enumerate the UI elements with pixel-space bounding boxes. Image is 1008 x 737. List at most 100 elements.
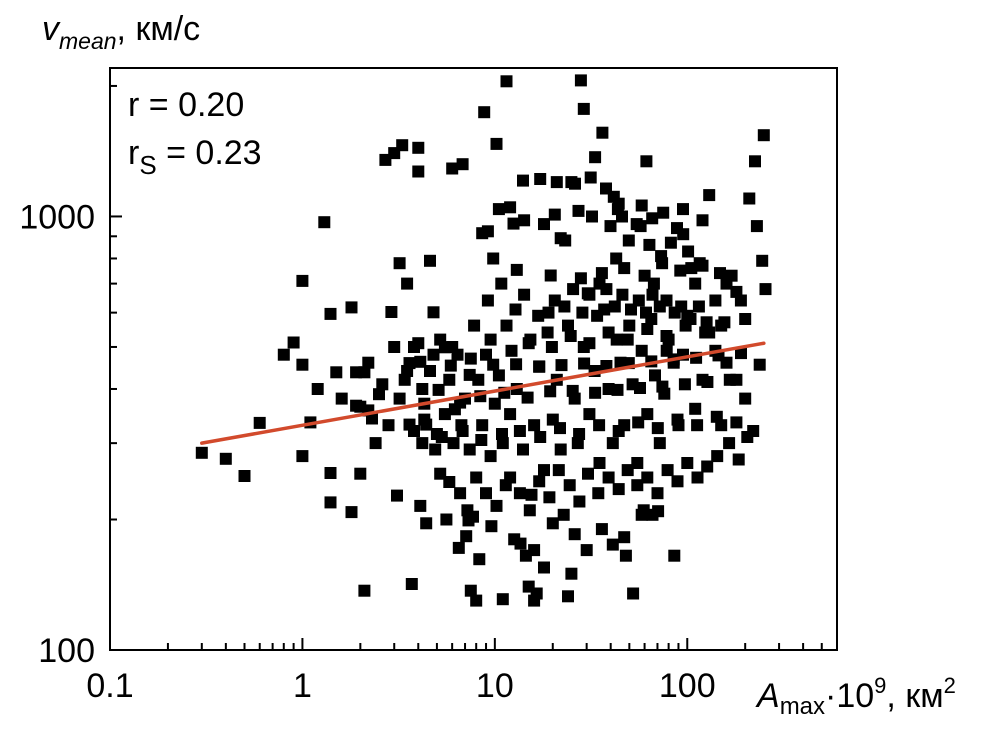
x-axis-label-main: A (755, 677, 780, 715)
data-point (612, 483, 625, 496)
data-point (634, 382, 646, 394)
data-point (657, 206, 670, 219)
data-point (552, 464, 565, 477)
data-point (668, 549, 681, 562)
data-point (622, 234, 635, 247)
data-point (682, 245, 695, 258)
data-point (478, 106, 491, 119)
data-point (396, 139, 409, 152)
data-point (296, 358, 309, 371)
data-point (574, 74, 587, 87)
data-point (554, 443, 567, 456)
data-point (653, 437, 666, 450)
data-point (753, 358, 766, 371)
data-point (443, 373, 456, 386)
data-point (484, 333, 497, 346)
data-point (619, 549, 632, 562)
y-tick-label: 100 (38, 632, 95, 670)
data-point (734, 294, 747, 307)
data-point (366, 412, 378, 425)
data-point (484, 450, 497, 463)
spearman-rs-value: = 0.23 (157, 134, 262, 172)
data-point (460, 530, 473, 543)
data-point (568, 528, 581, 541)
data-point (517, 174, 529, 187)
data-point (681, 457, 694, 469)
data-point (679, 319, 692, 332)
data-point (577, 102, 590, 115)
x-axis-label-sub: max (780, 693, 825, 720)
data-point (424, 365, 436, 377)
data-point (238, 470, 251, 482)
data-point (709, 294, 722, 307)
data-point (649, 369, 661, 382)
data-point (675, 300, 688, 313)
data-point (741, 431, 754, 443)
data-point (559, 234, 572, 247)
data-point (638, 269, 651, 282)
data-point (429, 443, 442, 456)
pearson-r-annotation: r = 0.20 (128, 86, 244, 124)
data-point (480, 487, 492, 500)
data-point (318, 216, 331, 229)
x-axis-label: Amax·109, км2 (755, 673, 956, 720)
x-axis-label-unit-exp: 2 (944, 673, 956, 698)
data-point (427, 348, 440, 361)
spearman-rs-annotation: rS = 0.23 (128, 134, 262, 180)
data-point (583, 337, 596, 350)
data-point (505, 344, 518, 357)
data-point (557, 508, 570, 521)
data-point (593, 419, 606, 432)
data-point (749, 155, 761, 168)
data-point (583, 408, 596, 421)
data-point (730, 416, 743, 429)
data-point (287, 336, 300, 349)
data-point (632, 416, 645, 429)
data-point (420, 418, 433, 431)
data-point (401, 277, 414, 290)
data-point (530, 587, 543, 600)
spearman-rs-sub: S (139, 150, 156, 180)
data-point (521, 391, 534, 404)
data-point (350, 366, 363, 379)
data-point (573, 428, 586, 440)
data-point (651, 422, 664, 435)
data-point (632, 294, 645, 307)
data-point (660, 294, 673, 307)
data-point (481, 225, 494, 238)
data-point (759, 283, 772, 296)
data-point (677, 228, 690, 241)
data-point (504, 201, 517, 214)
data-point (533, 360, 546, 373)
data-point (604, 220, 617, 233)
data-point (470, 594, 483, 607)
data-point (618, 262, 631, 275)
data-point (461, 504, 474, 517)
y-axis-label-sub: mean (59, 28, 117, 54)
data-point (416, 437, 429, 450)
data-point (573, 495, 586, 508)
data-point (408, 425, 420, 437)
data-point (692, 300, 705, 313)
data-point (757, 129, 770, 142)
data-point (616, 288, 629, 301)
data-point (424, 254, 436, 267)
data-point (584, 171, 597, 184)
x-tick-label: 0.1 (86, 667, 133, 705)
data-point (507, 217, 520, 230)
data-point (580, 544, 593, 557)
data-point (612, 425, 625, 437)
data-point (699, 326, 712, 339)
data-point (600, 283, 613, 296)
data-point (446, 162, 459, 175)
data-point (373, 388, 385, 401)
x-axis-label-unit: , км (886, 677, 943, 715)
x-axis-label-mult: ·10 (825, 677, 874, 715)
data-point (345, 301, 358, 314)
data-point (656, 257, 669, 270)
data-point (576, 306, 589, 319)
data-point (496, 437, 509, 450)
data-point (641, 323, 654, 335)
data-point (432, 383, 445, 396)
